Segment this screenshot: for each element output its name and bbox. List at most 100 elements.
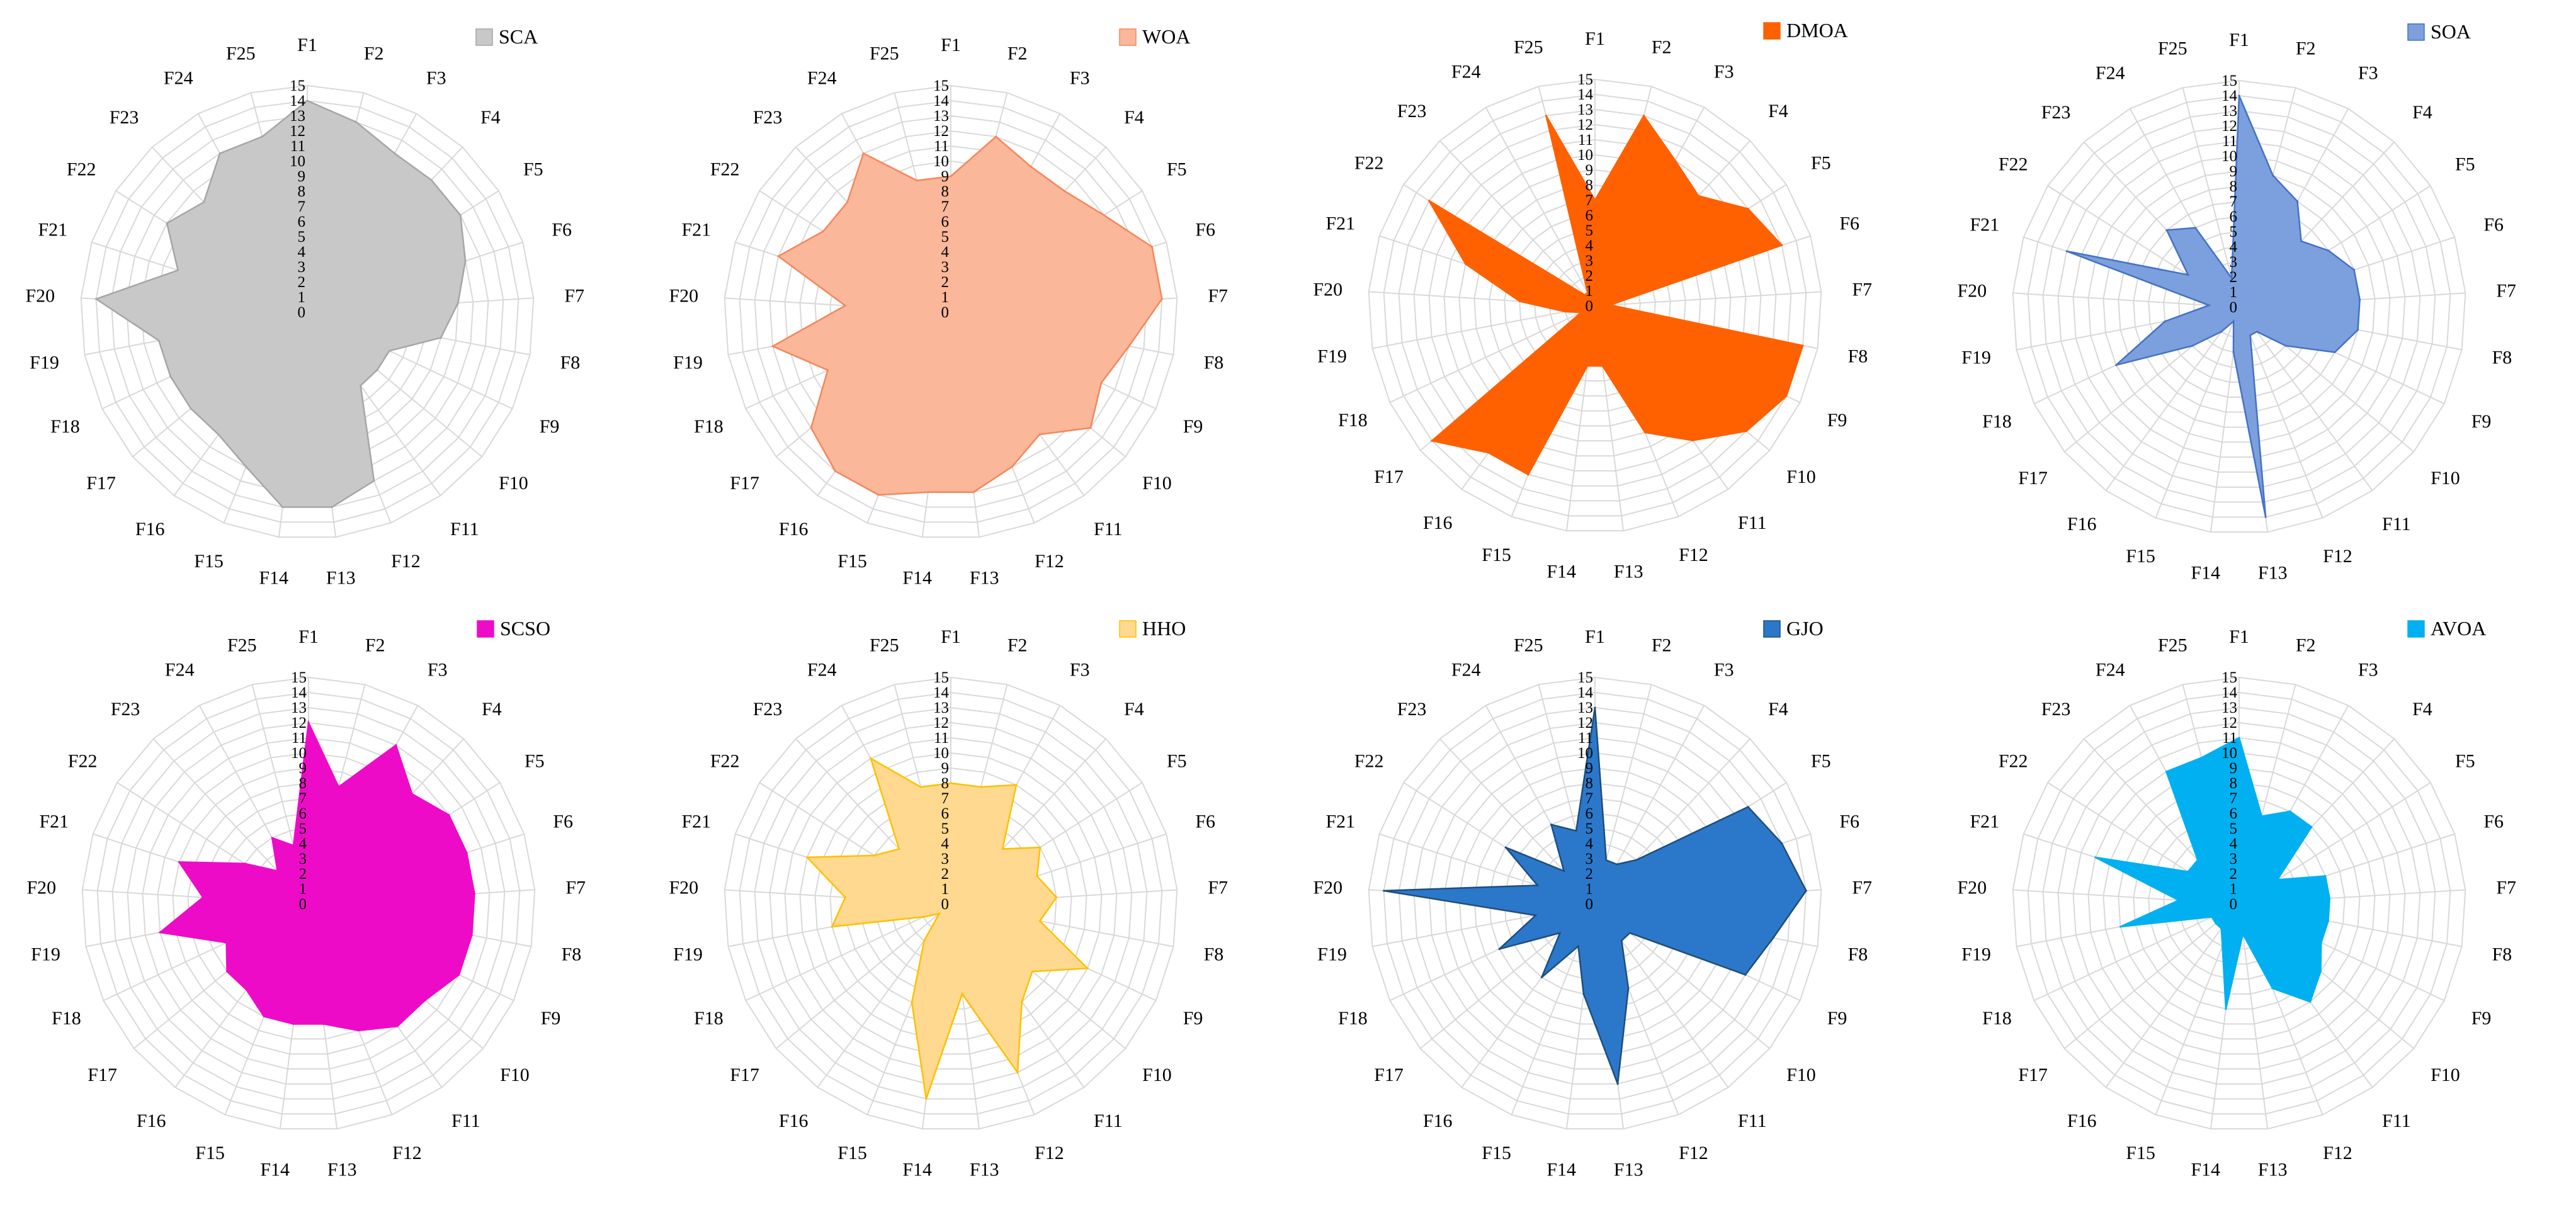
category-label: F10 bbox=[499, 473, 528, 494]
data-point bbox=[395, 744, 397, 747]
category-label: F17 bbox=[2018, 468, 2048, 489]
category-label: F8 bbox=[1848, 944, 1868, 965]
r-tick-label: 6 bbox=[1586, 207, 1594, 224]
r-tick-label: 14 bbox=[290, 93, 306, 110]
data-point bbox=[1582, 993, 1585, 995]
data-point bbox=[245, 465, 247, 468]
r-tick-label: 13 bbox=[1577, 699, 1593, 716]
data-point bbox=[2272, 174, 2274, 177]
category-label: F8 bbox=[2492, 944, 2512, 965]
data-point bbox=[2215, 922, 2217, 925]
data-point bbox=[2232, 351, 2235, 353]
r-tick-label: 4 bbox=[2230, 239, 2238, 256]
data-point bbox=[459, 214, 462, 217]
r-tick-label: 14 bbox=[933, 684, 950, 701]
data-point bbox=[1745, 430, 1747, 433]
data-point bbox=[2296, 200, 2298, 203]
data-point bbox=[1586, 291, 1589, 294]
category-label: F20 bbox=[1313, 279, 1342, 300]
category-label: F16 bbox=[1423, 1111, 1453, 1131]
r-tick-label: 12 bbox=[291, 715, 307, 732]
data-point bbox=[1586, 365, 1589, 367]
category-label: F20 bbox=[669, 285, 698, 306]
r-tick-label: 12 bbox=[1577, 715, 1593, 732]
data-point bbox=[263, 1015, 265, 1018]
data-point bbox=[1609, 303, 1611, 306]
data-point bbox=[1545, 115, 1547, 117]
category-label: F23 bbox=[2041, 102, 2071, 123]
data-point bbox=[355, 121, 358, 123]
data-point bbox=[1089, 427, 1092, 429]
category-label: F13 bbox=[326, 568, 356, 589]
data-point bbox=[388, 349, 390, 352]
category-label: F6 bbox=[553, 811, 573, 832]
r-tick-label: 12 bbox=[2221, 118, 2237, 135]
data-point bbox=[2115, 364, 2118, 366]
category-label: F15 bbox=[195, 1143, 225, 1163]
legend-label: GJO bbox=[1786, 617, 1824, 640]
category-label: F11 bbox=[1094, 1111, 1123, 1131]
legend-swatch bbox=[1763, 22, 1781, 40]
data-point bbox=[1015, 784, 1018, 786]
category-label: F20 bbox=[669, 877, 698, 898]
category-label: F14 bbox=[2191, 563, 2220, 584]
r-tick-label: 10 bbox=[290, 153, 305, 170]
data-point bbox=[360, 384, 362, 387]
grid-ring bbox=[2087, 155, 2391, 458]
data-point bbox=[938, 912, 941, 915]
data-point bbox=[1160, 298, 1163, 300]
data-point bbox=[1620, 939, 1623, 942]
category-label: F14 bbox=[259, 568, 288, 589]
grid-ring bbox=[2057, 721, 2421, 1085]
axis-spoke bbox=[1485, 107, 1596, 307]
grid-ring bbox=[1383, 93, 1807, 517]
data-point bbox=[922, 915, 925, 918]
category-label: F16 bbox=[2067, 514, 2097, 534]
category-label: F4 bbox=[480, 107, 501, 128]
data-point bbox=[1128, 345, 1130, 348]
category-label: F25 bbox=[2158, 38, 2187, 59]
r-tick-label: 2 bbox=[941, 274, 950, 291]
category-label: F4 bbox=[2412, 102, 2432, 123]
data-point bbox=[424, 999, 426, 1002]
legend-label: HHO bbox=[1142, 617, 1186, 640]
r-tick-label: 4 bbox=[299, 835, 307, 852]
data-point bbox=[1628, 932, 1631, 934]
data-point bbox=[1635, 859, 1638, 861]
data-point bbox=[169, 375, 172, 378]
category-label: F15 bbox=[2126, 1143, 2155, 1163]
data-point bbox=[245, 988, 247, 991]
category-label: F23 bbox=[110, 107, 139, 128]
data-point bbox=[1064, 190, 1066, 193]
grid-ring bbox=[2087, 752, 2391, 1055]
data-point bbox=[394, 152, 396, 155]
r-tick-label: 15 bbox=[933, 77, 949, 94]
grid-ring bbox=[81, 676, 536, 1130]
category-label: F10 bbox=[500, 1065, 530, 1085]
r-tick-label: 15 bbox=[291, 669, 307, 686]
series-area-soa bbox=[2066, 95, 2361, 517]
series-area-avoa bbox=[2095, 737, 2330, 1009]
data-point bbox=[1383, 890, 1385, 892]
category-label: F10 bbox=[1142, 1065, 1172, 1085]
data-point bbox=[777, 255, 780, 257]
category-label: F4 bbox=[482, 699, 502, 720]
grid-ring bbox=[2118, 185, 2361, 428]
data-point bbox=[396, 1025, 399, 1027]
data-point bbox=[373, 480, 375, 482]
category-label: F3 bbox=[428, 660, 448, 681]
category-label: F4 bbox=[1768, 699, 1788, 720]
grid-ring bbox=[127, 721, 491, 1085]
r-tick-label: 6 bbox=[1586, 805, 1594, 822]
category-label: F16 bbox=[1423, 512, 1453, 533]
r-tick-label: 6 bbox=[2230, 208, 2238, 225]
data-point bbox=[873, 854, 875, 857]
data-point bbox=[1504, 846, 1507, 849]
category-label: F13 bbox=[2258, 1160, 2288, 1180]
legend-swatch bbox=[2407, 23, 2425, 41]
data-point bbox=[771, 345, 774, 348]
r-tick-label: 8 bbox=[298, 183, 306, 200]
r-tick-label: 0 bbox=[941, 304, 950, 321]
category-label: F2 bbox=[2296, 38, 2316, 59]
data-point bbox=[2230, 277, 2233, 280]
